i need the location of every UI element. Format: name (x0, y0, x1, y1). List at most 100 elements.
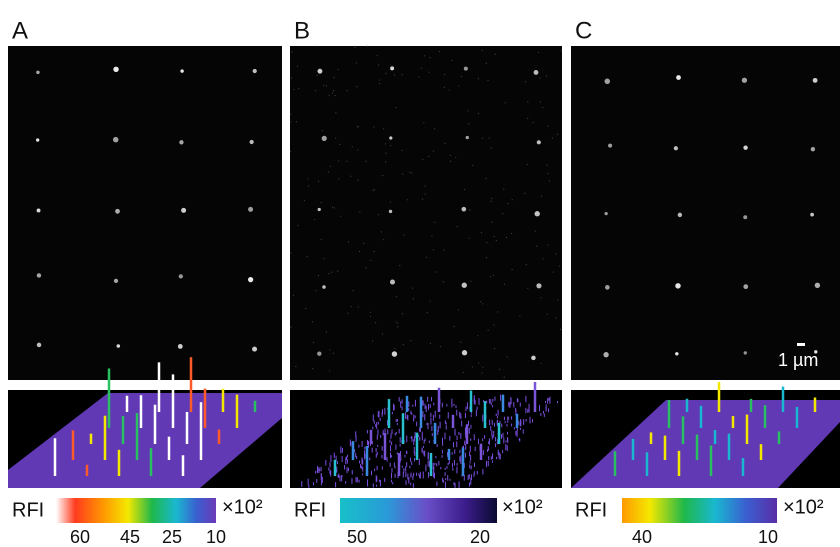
noise-speck (488, 137, 490, 139)
fluorescent-spot (536, 283, 542, 289)
fluorescent-spot (810, 212, 814, 217)
noise-speck (527, 101, 529, 103)
noise-speck (325, 331, 327, 333)
noise-speck (381, 333, 384, 335)
noise-speck (526, 163, 528, 166)
fluorescent-spot (317, 68, 323, 74)
fluorescent-spot (116, 344, 121, 348)
fluorescent-spot (743, 351, 747, 355)
noise-speck (335, 112, 337, 114)
noise-speck (411, 287, 414, 289)
noise-speck (337, 160, 340, 162)
noise-speck (456, 225, 458, 228)
fluorescent-spot (812, 77, 818, 83)
noise-speck (374, 322, 377, 324)
noise-speck (467, 110, 469, 112)
fluorescent-spot (743, 284, 749, 290)
noise-speck (489, 276, 491, 278)
noise-speck (428, 155, 430, 158)
noise-speck (444, 142, 446, 145)
noise-speck (320, 238, 322, 241)
fluorescent-spot (322, 285, 326, 289)
noise-speck (327, 171, 330, 173)
noise-speck (357, 306, 359, 308)
noise-speck (540, 297, 542, 299)
noise-speck (536, 245, 538, 247)
noise-speck (411, 172, 413, 174)
noise-speck (295, 121, 297, 123)
colorbar-label: RFI (575, 499, 607, 521)
noise-speck (453, 326, 455, 328)
noise-speck (557, 299, 559, 301)
noise-speck (290, 121, 292, 123)
noise-speck (503, 188, 505, 190)
fluorescent-spot (390, 66, 395, 71)
noise-speck (491, 197, 493, 199)
noise-speck (293, 88, 295, 91)
noise-speck (422, 158, 424, 161)
noise-speck (469, 209, 471, 211)
noise-speck (369, 311, 372, 313)
fluorescent-spot (317, 351, 322, 356)
noise-speck (402, 173, 404, 175)
noise-speck (338, 178, 340, 180)
noise-speck (460, 75, 463, 78)
noise-speck (458, 85, 460, 87)
fluorescent-spot (608, 143, 613, 148)
noise-speck (542, 107, 544, 109)
colorbar-label: RFI (294, 499, 326, 521)
noise-speck (511, 268, 513, 271)
noise-speck (396, 322, 399, 324)
noise-speck (357, 149, 359, 151)
noise-speck (442, 281, 444, 283)
fluorescent-spot (461, 206, 467, 212)
noise-speck (429, 57, 431, 59)
fluorescent-spot (181, 207, 187, 213)
noise-speck (493, 235, 495, 238)
noise-speck (507, 202, 509, 205)
noise-speck (333, 207, 335, 209)
noise-speck (290, 326, 292, 328)
noise-speck (487, 79, 489, 82)
surface-plane (571, 400, 840, 488)
noise-speck (493, 324, 495, 326)
noise-speck (373, 126, 375, 128)
noise-speck (434, 221, 436, 223)
noise-speck (524, 192, 526, 194)
noise-speck (357, 179, 359, 181)
noise-speck (486, 241, 488, 244)
noise-speck (472, 164, 474, 166)
noise-speck (471, 366, 473, 368)
noise-speck (376, 55, 378, 57)
noise-speck (444, 73, 446, 76)
noise-speck (468, 237, 470, 239)
colorbar (340, 498, 497, 523)
noise-speck (481, 372, 483, 374)
noise-speck (378, 83, 381, 85)
noise-speck (395, 321, 397, 323)
noise-speck (487, 329, 489, 331)
noise-speck (555, 253, 557, 255)
fluorescent-spot (461, 282, 467, 288)
colorbar-tick-label: 10 (206, 527, 226, 547)
fluorescent-spot (604, 78, 611, 85)
noise-speck (468, 123, 470, 125)
noise-speck (395, 296, 398, 298)
colorbar-tick-label: 10 (758, 527, 778, 547)
fluorescent-spot (177, 344, 183, 349)
noise-speck (311, 321, 314, 323)
fluorescent-spot (248, 206, 254, 212)
noise-speck (527, 117, 529, 119)
noise-speck (397, 326, 399, 328)
fluorescent-spot (180, 69, 184, 73)
noise-speck (373, 189, 376, 191)
noise-speck (548, 180, 551, 182)
noise-speck (295, 365, 297, 368)
noise-speck (402, 344, 405, 346)
fluorescent-spot (743, 215, 748, 220)
noise-speck (358, 250, 361, 253)
noise-speck (317, 274, 320, 277)
noise-speck (382, 175, 384, 177)
microscopy-image (571, 46, 840, 380)
